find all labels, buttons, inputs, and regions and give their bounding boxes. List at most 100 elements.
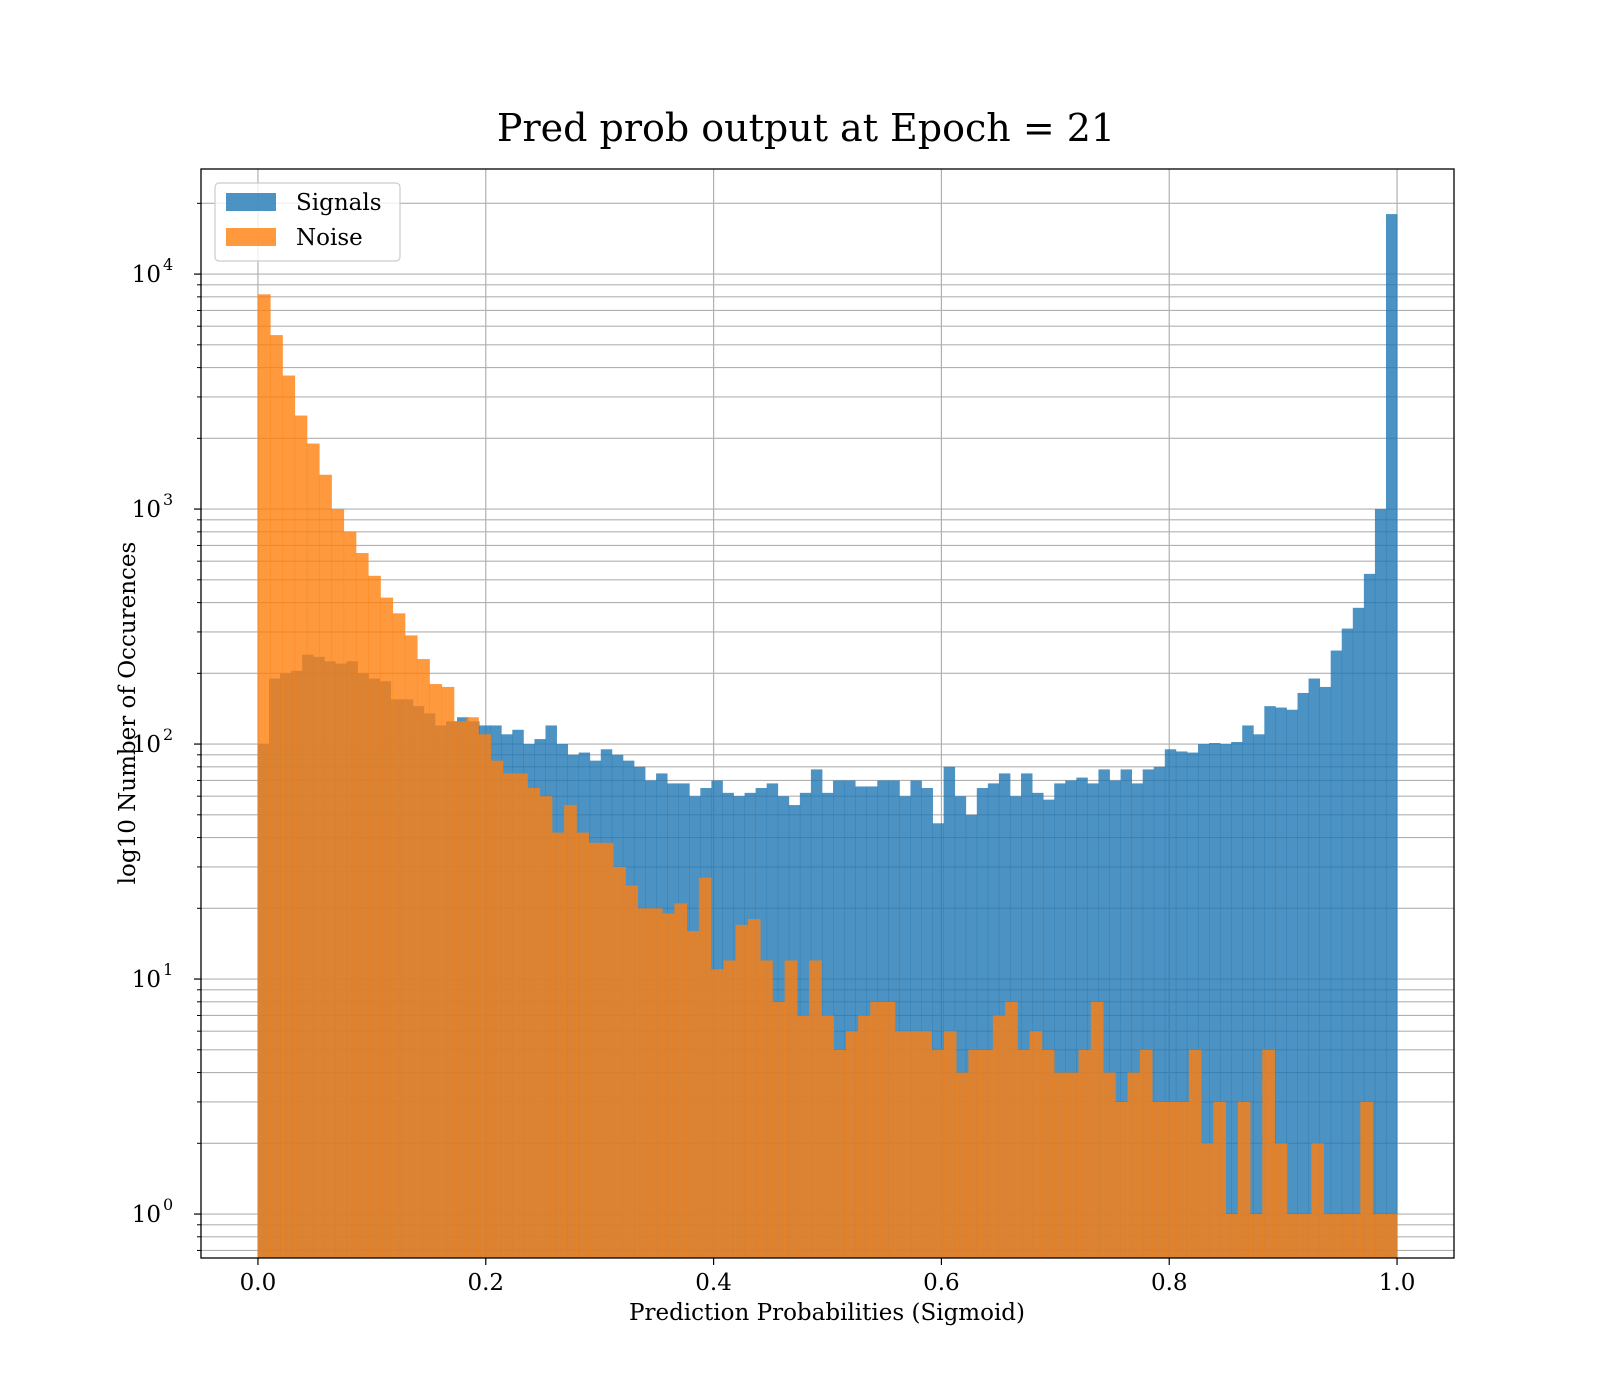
noise-bar [392,613,406,1258]
signals-bar [1341,628,1354,1258]
signals-bar [1297,692,1309,1258]
legend-label-noise: Noise [296,225,363,251]
signals-bar [1021,773,1033,1258]
signals-bar [1275,707,1287,1258]
noise-bar [1005,1001,1018,1258]
noise-bar [404,635,418,1258]
signals-bar [1065,780,1077,1258]
noise-bar [1311,1143,1324,1258]
y-tick-label: 10 [132,967,161,993]
noise-bar [600,842,614,1258]
noise-bar [796,1015,810,1258]
y-tick-exponent: 1 [163,960,173,979]
noise-bar [282,375,296,1258]
signals-bar [1242,725,1254,1258]
noise-bar [1103,1072,1116,1258]
signals-bar [1231,742,1243,1258]
y-tick-label: 10 [132,262,161,288]
noise-bar [784,960,798,1258]
y-tick-label: 10 [132,497,161,523]
noise-bar [931,1049,945,1258]
noise-bar [576,832,590,1258]
legend-swatch-signals [226,193,276,211]
noise-bar [1029,1031,1043,1258]
noise-bar [662,913,675,1258]
signals-bar [844,780,856,1258]
noise-bar [686,931,700,1258]
y-axis-label: log10 Number of Occurences [115,542,141,885]
noise-bar [968,1049,982,1258]
signals-bar [910,780,922,1258]
noise-bar [674,903,688,1258]
signals-bar [1043,799,1055,1258]
signals-bar [1109,780,1121,1258]
noise-bar [613,866,626,1258]
noise-bar [441,686,455,1258]
x-tick-label: 0.4 [695,1270,732,1296]
signals-bar [1076,777,1088,1258]
noise-bar [870,1001,884,1258]
noise-bar [515,773,528,1258]
noise-bar [1250,1214,1263,1258]
noise-bar [907,1031,920,1258]
noise-bar [1299,1214,1312,1258]
noise-bar [625,885,639,1258]
noise-bar [1360,1101,1373,1258]
noise-bar [1115,1101,1128,1258]
signals-bar [1374,509,1387,1259]
signals-bar [943,766,956,1258]
noise-bar [331,509,345,1259]
x-axis-label: Prediction Probabilities (Sigmoid) [629,1300,1025,1326]
noise-bar [711,969,724,1258]
signals-bar [1385,214,1398,1259]
noise-bar [478,734,492,1258]
noise-bar [343,531,357,1258]
noise-bar [956,1072,969,1258]
signals-bar [1264,706,1276,1258]
noise-bar [637,908,651,1258]
noise-bar [1188,1049,1202,1258]
noise-bar [380,597,394,1258]
signals-bar [1186,752,1199,1258]
noise-bar [1054,1072,1067,1258]
noise-bar [1041,1049,1055,1258]
y-tick-exponent: 2 [163,725,173,744]
plot-frame [200,168,1455,1259]
noise-bar [649,908,663,1258]
y-tick-exponent: 0 [163,1195,173,1214]
noise-bar [1274,1143,1288,1258]
noise-bar [1335,1214,1349,1258]
signals-bar [954,796,967,1258]
noise-bar [894,1031,908,1258]
noise-bar [564,805,577,1258]
noise-bar [551,832,565,1258]
signals-bar [1175,751,1188,1258]
noise-bar [1348,1214,1361,1258]
noise-bar [1127,1072,1141,1258]
legend: Signals Noise [214,182,401,262]
noise-bar [1176,1101,1190,1258]
noise-bar [698,877,712,1258]
x-tick-label: 0.2 [467,1270,504,1296]
x-tick-label: 0.0 [240,1270,277,1296]
signals-bar [932,823,945,1258]
signals-bar [1209,743,1221,1258]
signals-bar [1253,734,1265,1258]
x-tick-label: 0.8 [1151,1270,1188,1296]
noise-bar [539,796,553,1258]
noise-bar [588,842,602,1258]
signals-bar [1164,749,1177,1258]
noise-bar [821,1015,835,1258]
noise-bar [1286,1214,1300,1258]
noise-bar [1152,1101,1165,1258]
noise-bar [858,1015,871,1258]
y-tick-exponent: 4 [163,255,173,274]
noise-bar [1017,1049,1030,1258]
noise-bar [833,1049,847,1258]
noise-bar [943,1031,957,1258]
noise-bar [417,659,430,1258]
noise-bar [1201,1143,1214,1258]
noise-bar [466,717,479,1258]
